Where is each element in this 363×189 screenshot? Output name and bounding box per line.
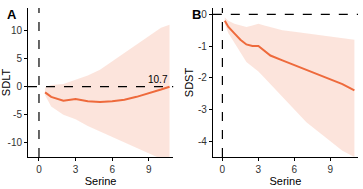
svg-text:B: B <box>192 7 201 22</box>
svg-text:10: 10 <box>11 25 23 36</box>
svg-text:-2: -2 <box>198 72 207 83</box>
svg-text:-10: -10 <box>8 137 23 148</box>
svg-text:Serine: Serine <box>85 175 117 187</box>
svg-text:0: 0 <box>36 164 42 175</box>
svg-text:Serine: Serine <box>270 175 302 187</box>
svg-text:3: 3 <box>256 164 262 175</box>
svg-text:10.7: 10.7 <box>148 74 168 85</box>
svg-text:SDLT: SDLT <box>0 69 12 97</box>
svg-text:9: 9 <box>146 164 152 175</box>
svg-text:6: 6 <box>109 164 115 175</box>
svg-text:-5: -5 <box>13 109 22 120</box>
svg-text:0: 0 <box>201 9 207 20</box>
svg-text:0: 0 <box>220 164 226 175</box>
svg-text:6: 6 <box>292 164 298 175</box>
svg-text:SDST: SDST <box>183 68 195 98</box>
svg-text:9: 9 <box>328 164 334 175</box>
svg-text:-4: -4 <box>198 136 207 147</box>
svg-text:0: 0 <box>16 81 22 92</box>
svg-text:-1: -1 <box>198 41 207 52</box>
svg-text:3: 3 <box>73 164 79 175</box>
svg-text:-3: -3 <box>198 104 207 115</box>
svg-text:5: 5 <box>16 53 22 64</box>
svg-text:A: A <box>7 7 17 22</box>
